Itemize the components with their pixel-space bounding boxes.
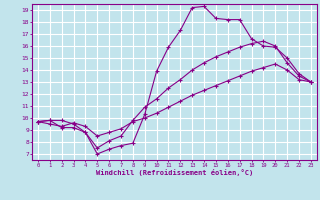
X-axis label: Windchill (Refroidissement éolien,°C): Windchill (Refroidissement éolien,°C) — [96, 169, 253, 176]
